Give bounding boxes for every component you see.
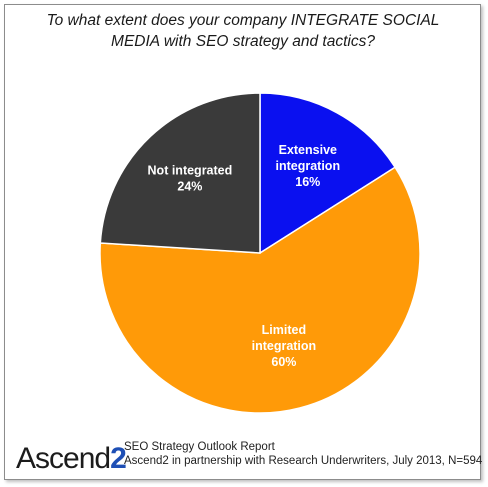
slice-value-label-0: 16% (295, 175, 320, 189)
slice-value-label-1: 60% (271, 355, 296, 369)
source-line2: Ascend2 in partnership with Research Und… (124, 455, 483, 467)
ascend2-logo: Ascend2 (16, 442, 127, 476)
chart-title: To what extent does your company INTEGRA… (20, 10, 466, 52)
pie-slice-1 (99, 166, 421, 414)
source-line1: SEO Strategy Outlook Report (124, 441, 275, 453)
slice-name-label-1: integration (252, 339, 317, 353)
chart-title-line1: To what extent does your company INTEGRA… (46, 12, 440, 29)
slice-value-label-2: 24% (177, 179, 202, 193)
pie-slice-0 (259, 92, 397, 255)
slice-name-label-1: Limited (262, 323, 306, 337)
logo-text: Ascend (16, 442, 111, 475)
pie-slices (99, 92, 421, 414)
slice-name-label-0: Extensive (279, 143, 337, 157)
source-note: SEO Strategy Outlook Report Ascend2 in p… (124, 440, 482, 468)
pie-labels: Extensive integration 16% Limited integratio… (148, 143, 341, 369)
slice-name-label-2: Not integrated (148, 163, 233, 177)
pie-slice-2 (99, 92, 261, 254)
slice-name-label-0: integration (276, 159, 341, 173)
logo-number: 2 (110, 442, 127, 475)
chart-title-line2: MEDIA with SEO strategy and tactics? (111, 33, 375, 50)
